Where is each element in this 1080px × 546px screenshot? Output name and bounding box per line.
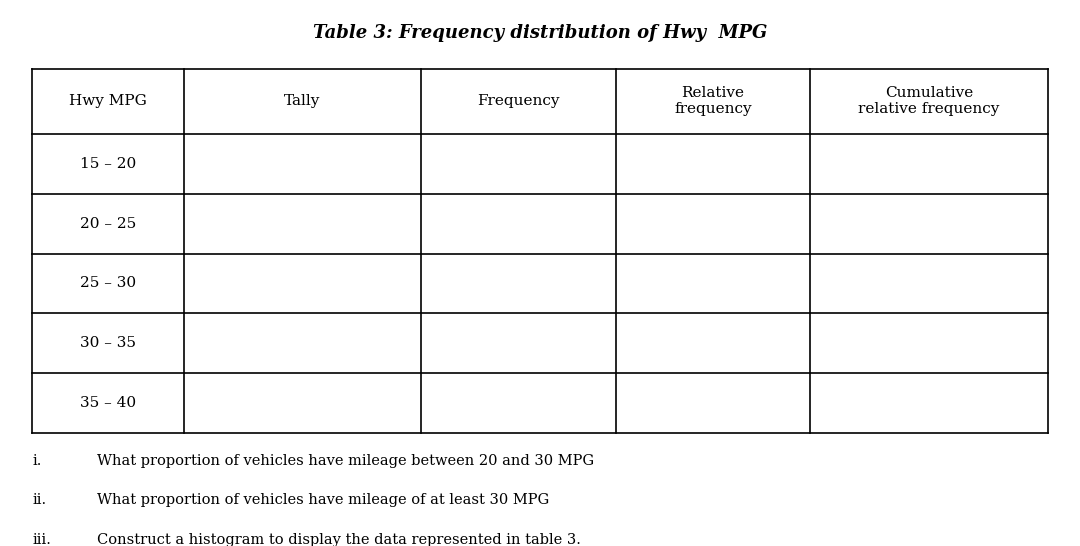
Text: Relative
frequency: Relative frequency (674, 86, 752, 116)
Text: 30 – 35: 30 – 35 (80, 336, 136, 350)
Text: 35 – 40: 35 – 40 (80, 396, 136, 410)
Text: Hwy MPG: Hwy MPG (69, 94, 147, 109)
Text: i.: i. (32, 454, 42, 468)
Text: iii.: iii. (32, 533, 51, 546)
Text: ii.: ii. (32, 494, 46, 507)
Text: 25 – 30: 25 – 30 (80, 276, 136, 290)
Text: Cumulative
relative frequency: Cumulative relative frequency (859, 86, 999, 116)
Text: 15 – 20: 15 – 20 (80, 157, 136, 171)
Text: What proportion of vehicles have mileage between 20 and 30 MPG: What proportion of vehicles have mileage… (97, 454, 594, 468)
Text: Table 3: Frequency distribution of Hwy  MPG: Table 3: Frequency distribution of Hwy M… (313, 23, 767, 41)
Text: 20 – 25: 20 – 25 (80, 217, 136, 231)
Text: Construct a histogram to display the data represented in table 3.: Construct a histogram to display the dat… (97, 533, 581, 546)
Text: Frequency: Frequency (477, 94, 559, 109)
Text: Tally: Tally (284, 94, 321, 109)
Text: What proportion of vehicles have mileage of at least 30 MPG: What proportion of vehicles have mileage… (97, 494, 550, 507)
